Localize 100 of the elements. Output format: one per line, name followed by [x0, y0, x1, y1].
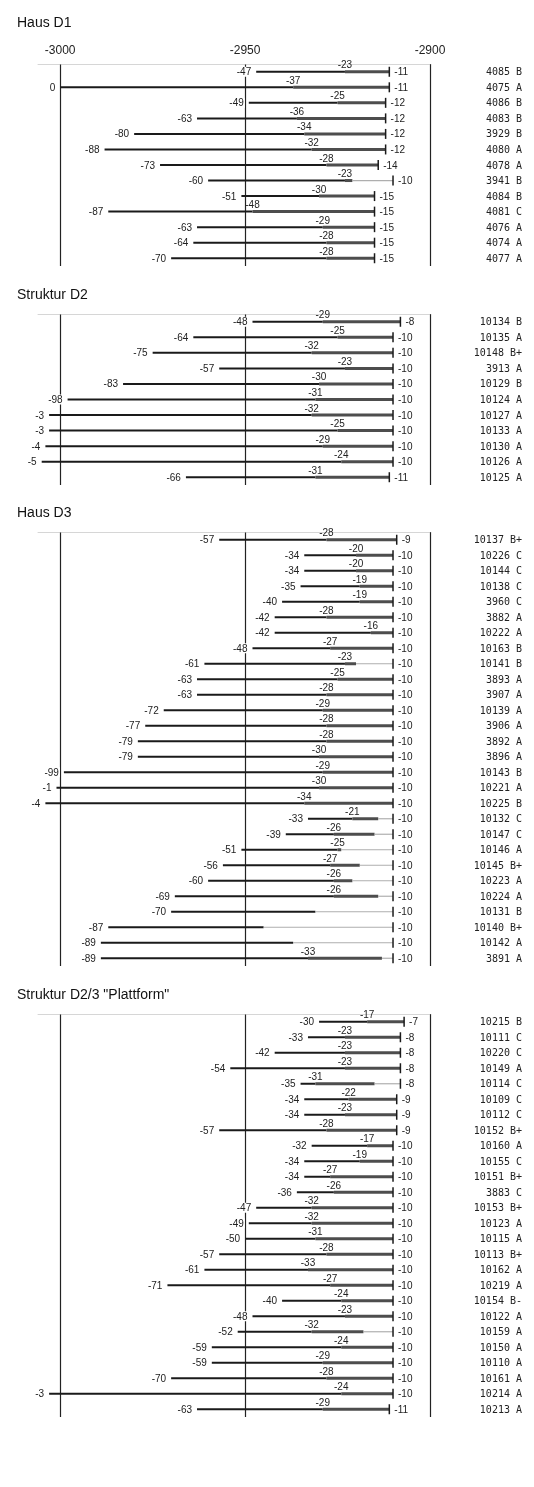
- annotation: -10: [398, 331, 413, 343]
- annotation: -52: [218, 1326, 234, 1338]
- annotation: -22: [341, 1086, 357, 1098]
- annotation: -87: [88, 921, 104, 933]
- annotation: -20: [348, 558, 364, 570]
- annotation: -70: [151, 906, 167, 918]
- annotation: -10: [398, 440, 413, 452]
- y-tick-label: 10155 C: [479, 1155, 522, 1167]
- bar: [274, 631, 371, 634]
- annotation: -28: [319, 713, 335, 725]
- bar: [341, 1345, 394, 1349]
- annotation: -9: [401, 1093, 412, 1105]
- bar: [296, 1191, 334, 1194]
- annotation: -11: [394, 66, 409, 78]
- annotation: -63: [177, 112, 193, 124]
- y-tick-label: 4076 A: [485, 221, 522, 233]
- annotation: -39: [266, 828, 282, 840]
- y-tick-label: 10213 A: [479, 1403, 522, 1415]
- y-tick-label: 10214 A: [479, 1388, 522, 1400]
- y-tick-label: 10143 B: [479, 766, 522, 778]
- bar: [304, 554, 357, 557]
- y-tick-label: 10145 B+: [473, 859, 522, 871]
- annotation: -10: [398, 1140, 413, 1152]
- y-tick-label: 10114 C: [479, 1078, 522, 1090]
- bar: [307, 956, 382, 960]
- y-tick-label: 10146 A: [479, 844, 522, 856]
- bar: [330, 1175, 394, 1179]
- bar: [315, 1082, 375, 1086]
- bar: [344, 179, 353, 183]
- bar: [256, 70, 345, 73]
- x-tick-label: -3000: [44, 43, 76, 57]
- y-tick-label: 3891 A: [485, 952, 522, 964]
- annotation: -99: [44, 766, 60, 778]
- annotation: -15: [379, 221, 395, 233]
- bar: [311, 1144, 368, 1147]
- annotation: -57: [199, 362, 215, 374]
- y-tick-label: 10149 A: [479, 1062, 522, 1074]
- annotation: -10: [398, 362, 413, 374]
- y-tick-label: 3906 A: [485, 720, 522, 732]
- bar: [322, 1407, 390, 1411]
- y-tick-label: 10150 A: [479, 1341, 522, 1353]
- bar: [326, 538, 397, 542]
- chart-title: Struktur D2: [17, 285, 89, 302]
- annotation: -30: [311, 370, 327, 382]
- annotation: -32: [304, 1210, 320, 1222]
- y-tick-label: 10160 A: [479, 1140, 522, 1152]
- bar: [326, 163, 379, 167]
- annotation: -8: [405, 1031, 415, 1043]
- y-tick-label: 10112 C: [479, 1109, 522, 1121]
- x-tick-label: -2900: [414, 43, 446, 57]
- bar: [367, 1144, 394, 1148]
- y-tick-label: 4074 A: [485, 237, 522, 249]
- y-tick-label: 10224 A: [479, 890, 522, 902]
- bar: [337, 428, 394, 432]
- annotation: -47: [236, 66, 252, 78]
- annotation: -54: [210, 1062, 226, 1074]
- annotation: -10: [398, 627, 413, 639]
- y-tick-label: 10161 A: [479, 1372, 522, 1384]
- bar: [252, 320, 323, 323]
- bar: [330, 646, 394, 650]
- annotation: -60: [188, 875, 204, 887]
- annotation: -23: [337, 651, 353, 663]
- annotation: -19: [352, 1148, 368, 1160]
- annotation: -34: [297, 121, 312, 133]
- annotation: -32: [304, 1319, 320, 1331]
- annotation: -9: [401, 1109, 412, 1121]
- bar: [337, 101, 386, 105]
- bar: [359, 600, 394, 604]
- annotation: -10: [398, 1171, 413, 1183]
- y-tick-label: 10127 A: [479, 409, 522, 421]
- bar: [326, 615, 394, 619]
- annotation: -10: [398, 828, 413, 840]
- annotation: -63: [177, 1403, 193, 1415]
- y-tick-label: 10220 C: [479, 1047, 522, 1059]
- annotation: -34: [284, 1155, 300, 1167]
- annotation: -15: [379, 190, 395, 202]
- y-tick-label: 10142 A: [479, 937, 522, 949]
- annotation: -27: [322, 1272, 338, 1284]
- annotation: -23: [337, 1303, 353, 1315]
- annotation: -70: [151, 252, 167, 264]
- annotation: -10: [398, 1155, 413, 1167]
- bar: [274, 616, 327, 619]
- annotation: -35: [281, 1078, 296, 1090]
- annotation: -15: [379, 252, 395, 264]
- bar: [322, 225, 375, 229]
- annotation: -15: [379, 237, 395, 249]
- annotation: -64: [173, 331, 189, 343]
- y-tick-label: 10134 B: [479, 315, 522, 327]
- annotation: -10: [398, 689, 413, 701]
- bar: [326, 256, 375, 260]
- bar: [300, 1082, 316, 1085]
- annotation: -10: [398, 751, 413, 763]
- annotation: -28: [319, 245, 335, 257]
- y-tick-label: 4086 B: [485, 97, 522, 109]
- annotation: -60: [188, 175, 204, 187]
- y-tick-label: 10138 C: [479, 580, 522, 592]
- annotation: -10: [398, 890, 413, 902]
- bar: [304, 1098, 349, 1101]
- annotation: -30: [311, 775, 327, 787]
- y-tick-label: 4085 B: [485, 66, 522, 78]
